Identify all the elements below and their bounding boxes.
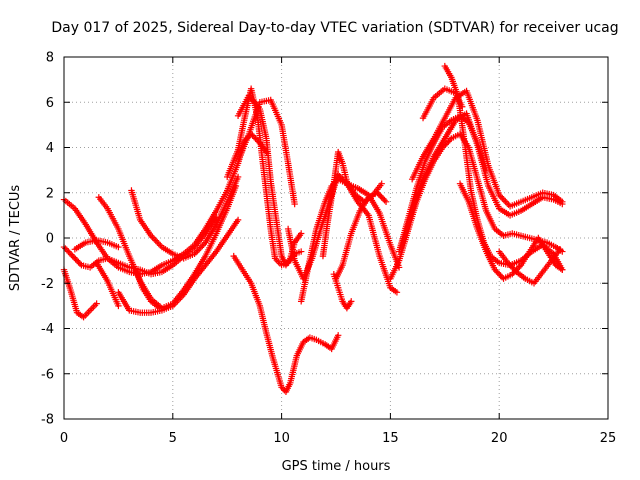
series-sat-b xyxy=(60,214,220,278)
series-sat-q xyxy=(332,189,390,282)
data-point xyxy=(70,254,78,261)
data-point xyxy=(494,269,501,276)
data-point xyxy=(509,264,516,271)
data-point xyxy=(496,271,503,278)
data-point xyxy=(374,189,381,196)
axis-ticks: 0 5 10 15 20 25 -8 -6 -4 -2 0 2 4 6 8 xyxy=(41,51,616,447)
x-tick-label: 0 xyxy=(60,431,68,446)
series-sat-c xyxy=(60,266,100,321)
x-axis-label: GPS time / hours xyxy=(282,459,391,474)
data-point xyxy=(69,252,76,260)
x-tick-label: 15 xyxy=(382,431,399,446)
series-sat-z xyxy=(496,246,564,287)
y-tick-label: 2 xyxy=(46,186,54,201)
data-point xyxy=(115,243,122,251)
data-point xyxy=(491,266,499,273)
x-tick-label: 20 xyxy=(491,431,508,446)
x-tick-label: 25 xyxy=(600,431,617,446)
series-trace xyxy=(233,255,339,393)
series-sat-r xyxy=(330,271,355,312)
y-tick-label: -2 xyxy=(41,277,54,292)
data-point xyxy=(379,195,387,202)
data-point xyxy=(336,172,343,180)
y-tick-label: -6 xyxy=(41,367,54,382)
data-point xyxy=(72,255,79,263)
data-point xyxy=(65,248,72,255)
data-point xyxy=(297,248,305,255)
data-point xyxy=(497,272,504,279)
data-point xyxy=(506,261,513,268)
data-point xyxy=(509,271,516,278)
data-point xyxy=(507,262,515,270)
data-point xyxy=(393,289,401,296)
data-point xyxy=(279,385,287,393)
y-tick-label: 8 xyxy=(46,51,54,66)
chart-title: Day 017 of 2025, Sidereal Day-to-day VTE… xyxy=(51,20,618,36)
data-point xyxy=(348,298,355,305)
data-point xyxy=(377,192,384,199)
data-point xyxy=(511,267,519,274)
series-sat-d xyxy=(71,237,122,253)
data-point xyxy=(445,138,452,145)
data-point xyxy=(382,198,390,205)
data-point xyxy=(66,249,74,257)
y-tick-label: 0 xyxy=(46,232,54,247)
series-sat-i xyxy=(132,266,163,312)
y-tick-label: 6 xyxy=(46,96,54,111)
data-point xyxy=(510,265,517,273)
data-point xyxy=(234,173,242,181)
data-point xyxy=(73,257,81,264)
data-point xyxy=(62,245,69,252)
data-point xyxy=(75,258,82,266)
x-tick-label: 5 xyxy=(169,431,177,446)
data-point xyxy=(381,197,388,204)
y-tick-label: -8 xyxy=(41,413,54,428)
data-point xyxy=(516,263,523,270)
data-point xyxy=(263,148,270,156)
series-sat-m xyxy=(230,252,342,396)
data-point xyxy=(291,200,298,208)
data-point xyxy=(493,267,500,275)
data-point xyxy=(115,302,122,310)
data-point xyxy=(252,135,259,142)
data-point xyxy=(378,194,385,201)
data-point xyxy=(250,133,258,141)
x-tick-label: 10 xyxy=(273,431,290,446)
data-point xyxy=(63,246,71,254)
data-point xyxy=(76,260,84,267)
series-sat-v xyxy=(395,112,490,255)
data-point xyxy=(156,304,163,312)
series-sat-f xyxy=(93,259,122,310)
y-tick-label: -4 xyxy=(41,322,54,337)
series-sat-h xyxy=(128,173,242,262)
data-point xyxy=(278,384,285,391)
y-axis-label: SDTVAR / TECUs xyxy=(8,185,23,292)
data-point xyxy=(504,259,512,267)
data-point xyxy=(559,198,566,205)
data-point xyxy=(556,246,564,253)
data-point xyxy=(378,180,385,187)
data-point xyxy=(559,266,566,273)
data-point xyxy=(234,216,242,224)
series-sat-p xyxy=(319,148,385,260)
data-point xyxy=(68,251,75,258)
y-tick-label: 4 xyxy=(46,141,54,156)
data-point xyxy=(93,300,100,307)
data-point xyxy=(446,136,454,144)
data-point xyxy=(334,332,342,339)
data-point xyxy=(375,191,382,198)
data-point xyxy=(443,139,451,147)
data-point xyxy=(482,166,490,174)
series-sat-l xyxy=(234,96,298,208)
data-points xyxy=(60,62,566,396)
data-point xyxy=(297,230,305,237)
